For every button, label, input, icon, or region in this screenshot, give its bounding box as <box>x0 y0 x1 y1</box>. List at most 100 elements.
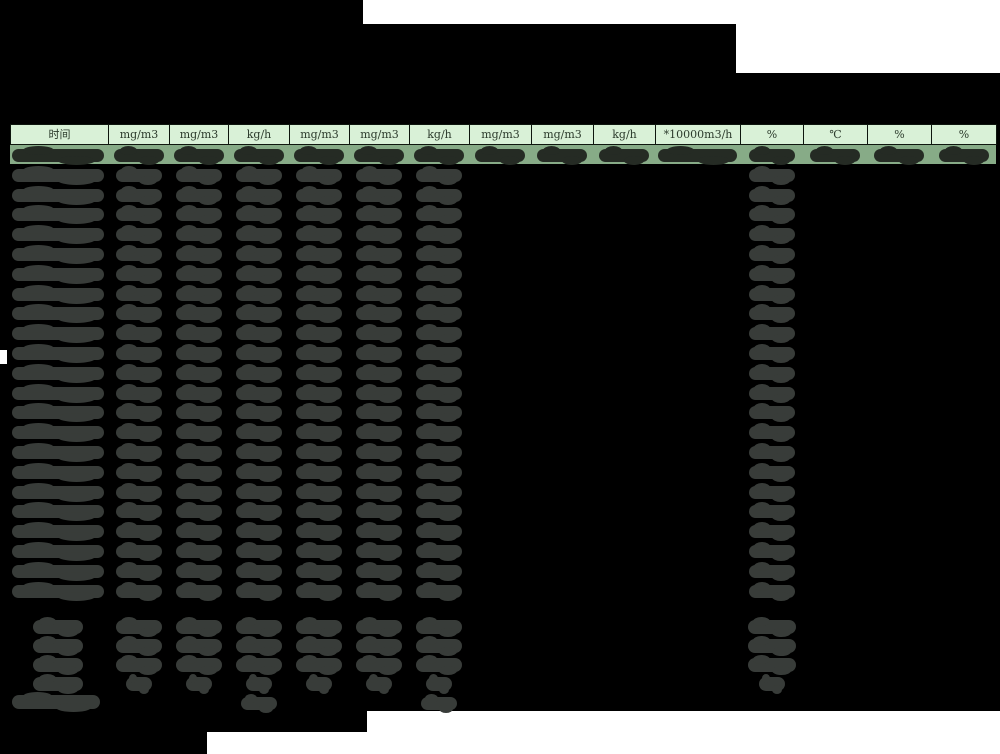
redacted-timestamp <box>12 562 104 581</box>
redacted-cell-value <box>748 364 795 383</box>
redacted-cell-value <box>115 225 162 244</box>
redacted-cell-value <box>115 205 162 224</box>
redacted-cell-value <box>296 522 342 541</box>
redacted-cell-value <box>748 265 795 284</box>
redacted-cell-value <box>175 225 222 244</box>
redacted-cell-value <box>748 384 795 403</box>
redacted-cell-value <box>748 304 795 323</box>
redacted-cell-value <box>416 304 462 323</box>
redacted-cell-value <box>416 617 462 637</box>
redacted-cell-value <box>475 146 525 165</box>
redacted-cell-value <box>416 463 462 482</box>
redacted-cell-value <box>416 443 462 462</box>
redacted-cell-value <box>240 694 277 713</box>
redacted-cell-value <box>296 403 342 422</box>
redacted-cell-value <box>115 304 162 323</box>
redacted-cell-value <box>175 562 222 581</box>
redacted-cell-value <box>748 324 795 343</box>
redacted-cell-value <box>296 636 342 656</box>
redaction-block-info-band <box>0 73 1000 125</box>
redacted-cell-value <box>416 384 462 403</box>
redacted-cell-value <box>748 245 795 264</box>
redacted-cell-value <box>296 245 342 264</box>
redacted-summary-label <box>33 617 83 637</box>
redacted-cell-value <box>235 186 282 205</box>
redacted-cell-value <box>296 186 342 205</box>
redacted-cell-value <box>296 582 342 601</box>
redacted-cell-value <box>416 582 462 601</box>
redacted-cell-value <box>356 423 402 442</box>
redacted-cell-value <box>175 582 222 601</box>
redacted-cell-value <box>416 324 462 343</box>
column-header-7: mg/m3 <box>469 124 532 145</box>
column-header-0: 时间 <box>10 124 109 145</box>
column-header-13: % <box>867 124 932 145</box>
redacted-cell-value <box>748 483 795 502</box>
redacted-cell-value <box>296 205 342 224</box>
redacted-cell-value <box>748 542 795 561</box>
redacted-cell-value <box>115 423 162 442</box>
redacted-cell-value <box>356 542 402 561</box>
column-header-5: mg/m3 <box>349 124 410 145</box>
redacted-cell-value <box>356 344 402 363</box>
redacted-cell-value <box>175 205 222 224</box>
redacted-timestamp <box>12 186 104 205</box>
redacted-cell-value <box>356 324 402 343</box>
redacted-cell-value <box>235 423 282 442</box>
redacted-cell-value <box>115 403 162 422</box>
redacted-cell-value <box>416 423 462 442</box>
redacted-cell-value <box>356 166 402 185</box>
redacted-cell-value <box>356 186 402 205</box>
redacted-cell-value <box>296 265 342 284</box>
redacted-cell-value <box>296 423 342 442</box>
redacted-cell-value <box>748 423 795 442</box>
redacted-cell-value <box>366 674 392 694</box>
redacted-timestamp <box>12 403 104 422</box>
redacted-cell-value <box>748 522 795 541</box>
redacted-cell-value <box>175 617 222 637</box>
redacted-cell-value <box>235 542 282 561</box>
redacted-cell-value <box>416 225 462 244</box>
redacted-cell-value <box>748 285 795 304</box>
redacted-cell-value <box>416 186 462 205</box>
redacted-cell-value <box>354 146 404 165</box>
redacted-summary-label <box>33 655 83 675</box>
redacted-cell-value <box>874 146 924 165</box>
redacted-cell-value <box>115 186 162 205</box>
redacted-timestamp <box>12 344 104 363</box>
column-header-12: ℃ <box>803 124 868 145</box>
redacted-cell-value <box>235 245 282 264</box>
left-margin-gap <box>0 350 7 364</box>
redacted-cell-value <box>296 655 342 675</box>
redacted-cell-value <box>748 186 795 205</box>
redacted-cell-value <box>356 502 402 521</box>
redacted-timestamp <box>12 522 104 541</box>
redacted-cell-value <box>175 542 222 561</box>
column-header-3: kg/h <box>228 124 290 145</box>
redacted-cell-value <box>416 364 462 383</box>
redacted-cell-value <box>296 617 342 637</box>
redacted-cell-value <box>245 674 272 694</box>
redacted-cell-value <box>747 636 796 656</box>
redaction-block-table-body <box>0 124 1000 711</box>
redacted-cell-value <box>175 265 222 284</box>
redacted-cell-value <box>235 582 282 601</box>
redacted-cell-value <box>175 245 222 264</box>
column-header-8: mg/m3 <box>531 124 594 145</box>
redacted-cell-value <box>235 522 282 541</box>
redacted-cell-value <box>115 522 162 541</box>
redacted-cell-value <box>175 285 222 304</box>
redaction-block-footer-corner <box>0 732 207 754</box>
redacted-cell-value <box>416 205 462 224</box>
redacted-cell-value <box>115 245 162 264</box>
redacted-cell-value <box>296 542 342 561</box>
redacted-cell-value <box>416 655 462 675</box>
redacted-cell-value <box>235 324 282 343</box>
redacted-summary-label <box>33 636 83 656</box>
redacted-cell-value <box>416 245 462 264</box>
column-header-2: mg/m3 <box>169 124 229 145</box>
redacted-cell-value <box>175 364 222 383</box>
redacted-cell-value <box>748 344 795 363</box>
redacted-cell-value <box>296 166 342 185</box>
